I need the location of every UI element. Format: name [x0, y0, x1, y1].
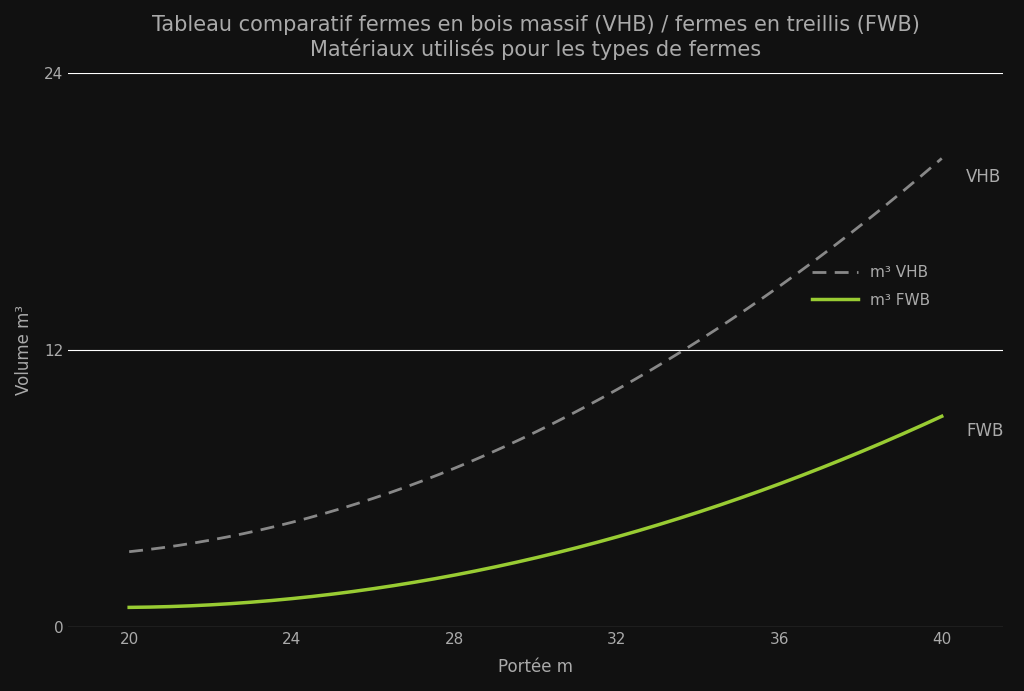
m³ FWB: [936, 412, 948, 420]
Text: VHB: VHB: [966, 168, 1001, 186]
m³ FWB: [388, 581, 400, 589]
m³ VHB: [444, 466, 457, 474]
Title: Tableau comparatif fermes en bois massif (VHB) / fermes en treillis (FWB)
Matéri: Tableau comparatif fermes en bois massif…: [152, 15, 920, 60]
m³ FWB: [444, 571, 457, 580]
m³ VHB: [388, 487, 400, 495]
Line: m³ VHB: m³ VHB: [129, 158, 942, 551]
m³ VHB: [221, 533, 233, 541]
m³ VHB: [714, 323, 726, 331]
m³ VHB: [634, 372, 646, 380]
Line: m³ FWB: m³ FWB: [129, 416, 942, 607]
m³ VHB: [123, 547, 135, 556]
m³ FWB: [221, 600, 233, 608]
m³ FWB: [710, 502, 722, 511]
Legend: m³ VHB, m³ FWB: m³ VHB, m³ FWB: [805, 258, 938, 315]
Y-axis label: Volume m³: Volume m³: [15, 305, 33, 395]
m³ VHB: [710, 325, 722, 334]
X-axis label: Portée m: Portée m: [498, 658, 573, 676]
Text: FWB: FWB: [966, 422, 1004, 439]
m³ FWB: [634, 526, 646, 534]
m³ FWB: [714, 501, 726, 509]
m³ VHB: [936, 154, 948, 162]
m³ FWB: [123, 603, 135, 612]
